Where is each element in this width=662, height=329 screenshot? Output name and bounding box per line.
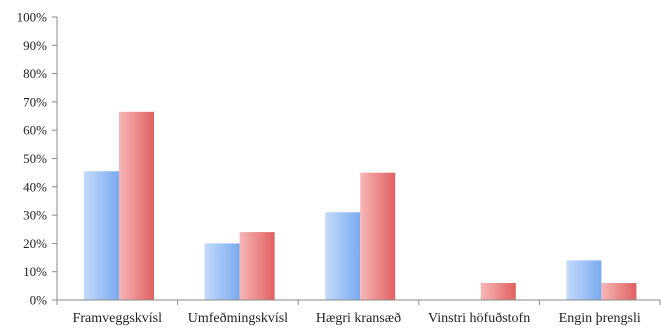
x-axis-labels: Framveggskvísl Umfeðmingskvísl Hægri krans… (73, 311, 641, 326)
bar-series-2 (480, 283, 516, 300)
x-category-label: Umfeðmingskvísl (188, 311, 288, 326)
bar-series-2 (239, 232, 275, 300)
y-tick-label: 40% (23, 179, 47, 194)
y-tick-label: 70% (23, 94, 47, 109)
y-tick-label: 60% (23, 123, 47, 138)
y-tick-label: 100% (17, 10, 48, 25)
bar-series-1 (204, 243, 240, 300)
x-axis (56, 299, 661, 305)
bars (84, 111, 637, 301)
y-tick-label: 80% (23, 66, 47, 81)
x-category-label: Vinstri höfuðstofn (428, 311, 530, 326)
bar-series-2 (360, 172, 396, 300)
bar-series-1 (566, 260, 602, 300)
bar-series-1 (325, 212, 361, 300)
y-tick-label: 20% (23, 236, 47, 251)
y-axis: 0% 10% 20% 30% 40% 50% 60% 70% 80% 90% 100% (17, 10, 58, 308)
y-tick-label: 0% (30, 293, 48, 308)
y-tick-label: 50% (23, 151, 47, 166)
x-category-label: Framveggskvísl (73, 311, 163, 326)
bar-series-2 (119, 111, 154, 301)
y-tick-label: 90% (23, 38, 47, 53)
y-tick-label: 10% (23, 264, 47, 279)
bar-series-2 (601, 283, 637, 300)
y-tick-label: 30% (23, 208, 47, 223)
bar-series-1 (84, 171, 119, 300)
x-category-label: Hægri kransæð (316, 311, 401, 326)
x-category-label: Engin þrengsli (559, 311, 641, 326)
